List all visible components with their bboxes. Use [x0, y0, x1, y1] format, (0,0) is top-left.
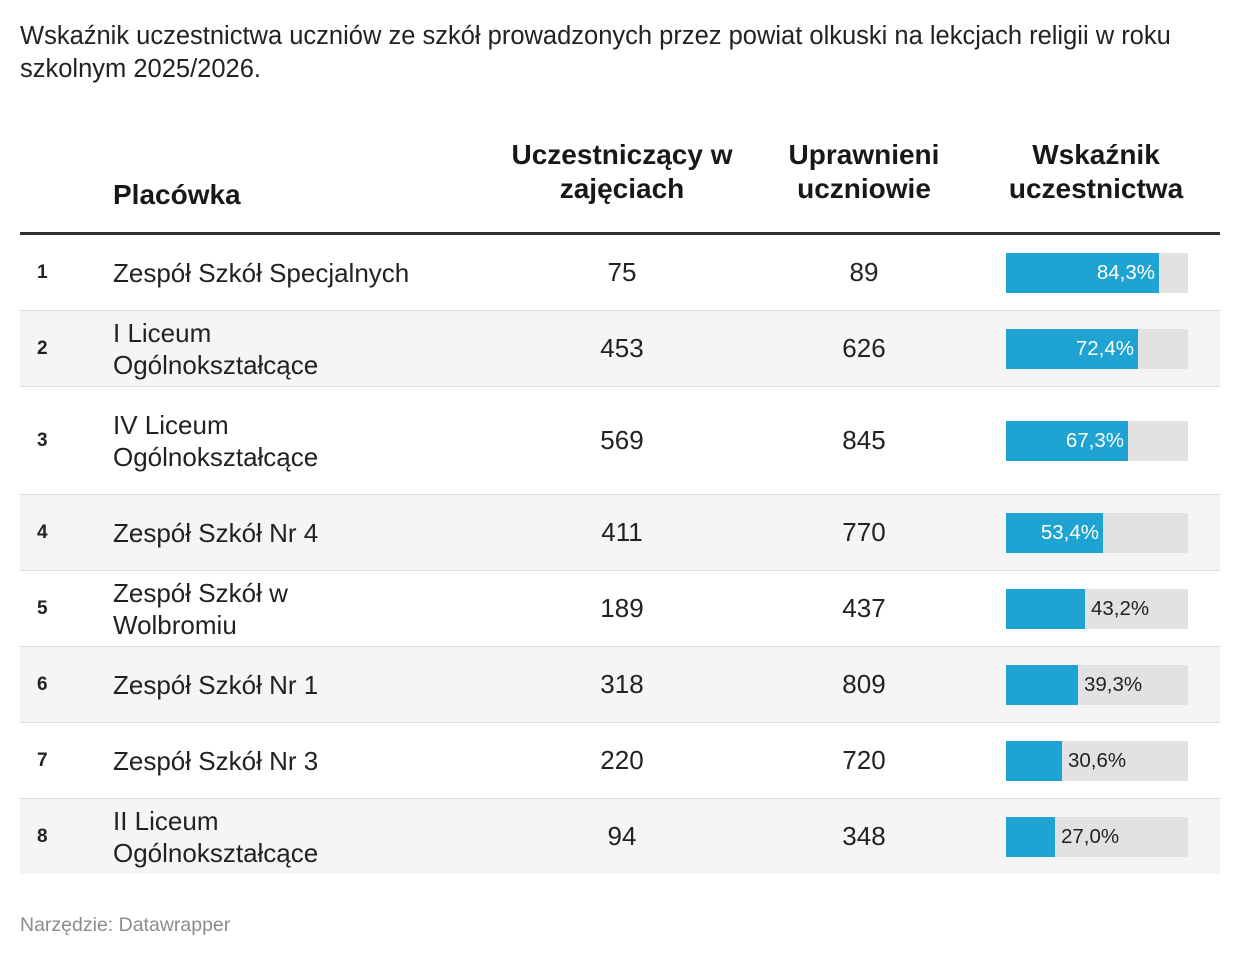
school-name-text: Zespół Szkół Nr 1: [113, 669, 319, 700]
rate-bar: [1006, 816, 1055, 857]
row-rate-cell: 30,6%: [1006, 723, 1188, 798]
rate-bar-track: 72,4%: [1006, 328, 1188, 369]
row-eligible: 809: [842, 669, 886, 699]
row-participating: 453: [600, 333, 644, 363]
rate-label: 67,3%: [1065, 428, 1124, 452]
table-row: 7 Zespół Szkół Nr 3 220 720 30,6%: [20, 723, 1220, 799]
row-rank: 2: [37, 337, 48, 359]
row-rate-cell: 84,3%: [1006, 235, 1188, 310]
rate-bar-track: 84,3%: [1006, 252, 1188, 293]
row-eligible: 437: [842, 593, 886, 623]
rate-bar: [1006, 420, 1128, 461]
table-row: 8 II Liceum Ogólnokształcące 94 348 27,0%: [20, 799, 1220, 874]
header-participating: Uczestniczący w zajęciach: [511, 139, 733, 204]
row-school-name: IV Liceum Ogólnokształcące: [113, 387, 413, 494]
rate-bar-track: 67,3%: [1006, 420, 1188, 461]
row-rate-cell: 27,0%: [1006, 799, 1188, 874]
rate-bar-track: 53,4%: [1006, 512, 1188, 553]
row-rank: 7: [37, 749, 48, 771]
school-name-text: Zespół Szkół w Wolbromiu: [113, 577, 288, 640]
rate-bar: [1006, 588, 1085, 629]
row-participating: 569: [600, 425, 644, 455]
school-name-text: Zespół Szkół Specjalnych: [113, 257, 410, 288]
school-name-text: II Liceum Ogólnokształcące: [113, 805, 319, 868]
row-school-name: Zespół Szkół Nr 3: [113, 723, 413, 798]
row-rate-cell: 53,4%: [1006, 495, 1188, 570]
table-header: Placówka Uczestniczący w zajęciach Upraw…: [20, 130, 1220, 235]
table-row: 1 Zespół Szkół Specjalnych 75 89 84,3%: [20, 235, 1220, 311]
row-rate-cell: 43,2%: [1006, 571, 1188, 646]
rate-bar: [1006, 740, 1062, 781]
row-rank: 6: [37, 673, 48, 695]
header-name: Placówka: [113, 179, 241, 210]
row-eligible: 89: [849, 257, 879, 287]
rate-bar: [1006, 664, 1078, 705]
row-rank: 8: [37, 825, 48, 847]
row-rank: 1: [37, 261, 48, 283]
row-rank: 4: [37, 521, 48, 543]
rate-label: 43,2%: [1091, 596, 1150, 620]
row-eligible: 626: [842, 333, 886, 363]
chart-title: Wskaźnik uczestnictwa uczniów ze szkół p…: [20, 22, 1171, 83]
source-note: Narzędzie: Datawrapper: [20, 914, 231, 936]
row-school-name: II Liceum Ogólnokształcące: [113, 799, 413, 874]
rate-bar-track: 43,2%: [1006, 588, 1188, 629]
school-name-text: IV Liceum Ogólnokształcące: [113, 409, 319, 472]
school-name-text: I Liceum Ogólnokształcące: [113, 317, 319, 380]
row-rank: 5: [37, 597, 48, 619]
rate-label: 84,3%: [1096, 260, 1155, 284]
row-rate-cell: 72,4%: [1006, 311, 1188, 386]
table-row: 4 Zespół Szkół Nr 4 411 770 53,4%: [20, 495, 1220, 571]
table-row: 6 Zespół Szkół Nr 1 318 809 39,3%: [20, 647, 1220, 723]
row-school-name: I Liceum Ogólnokształcące: [113, 311, 413, 386]
rate-bar-track: 30,6%: [1006, 740, 1188, 781]
table-row: 5 Zespół Szkół w Wolbromiu 189 437 43,2%: [20, 571, 1220, 647]
participation-table: Placówka Uczestniczący w zajęciach Upraw…: [20, 130, 1220, 874]
row-school-name: Zespół Szkół w Wolbromiu: [113, 571, 413, 646]
table-row: 3 IV Liceum Ogólnokształcące 569 845 67,3%: [20, 387, 1220, 495]
row-eligible: 720: [842, 745, 886, 775]
row-eligible: 845: [842, 425, 886, 455]
row-rate-cell: 39,3%: [1006, 647, 1188, 722]
rate-label: 39,3%: [1084, 672, 1143, 696]
row-school-name: Zespół Szkół Specjalnych: [113, 235, 413, 310]
row-rate-cell: 67,3%: [1006, 387, 1188, 494]
rate-bar-track: 27,0%: [1006, 816, 1188, 857]
row-participating: 75: [607, 257, 637, 287]
rate-label: 30,6%: [1068, 748, 1127, 772]
row-rank: 3: [37, 429, 48, 451]
table-body: 1 Zespół Szkół Specjalnych 75 89 84,3% 2 I Lic…: [20, 235, 1220, 874]
header-eligible: Uprawnieni uczniowie: [788, 139, 940, 204]
school-name-text: Zespół Szkół Nr 4: [113, 517, 319, 548]
rate-bar: [1006, 512, 1103, 553]
rate-label: 27,0%: [1061, 824, 1120, 848]
rate-bar-track: 39,3%: [1006, 664, 1188, 705]
table-row: 2 I Liceum Ogólnokształcące 453 626 72,4%: [20, 311, 1220, 387]
row-participating: 189: [600, 593, 644, 623]
rate-label: 72,4%: [1075, 336, 1134, 360]
row-school-name: Zespół Szkół Nr 4: [113, 495, 413, 570]
rate-bar: [1006, 252, 1159, 293]
row-eligible: 770: [842, 517, 886, 547]
rate-label: 53,4%: [1040, 520, 1099, 544]
row-participating: 220: [600, 745, 644, 775]
rate-bar: [1006, 328, 1138, 369]
row-participating: 318: [600, 669, 644, 699]
row-participating: 94: [607, 821, 637, 851]
school-name-text: Zespół Szkół Nr 3: [113, 745, 319, 776]
row-eligible: 348: [842, 821, 886, 851]
row-participating: 411: [601, 517, 643, 547]
row-school-name: Zespół Szkół Nr 1: [113, 647, 413, 722]
header-rate: Wskaźnik uczestnictwa: [1008, 139, 1184, 204]
